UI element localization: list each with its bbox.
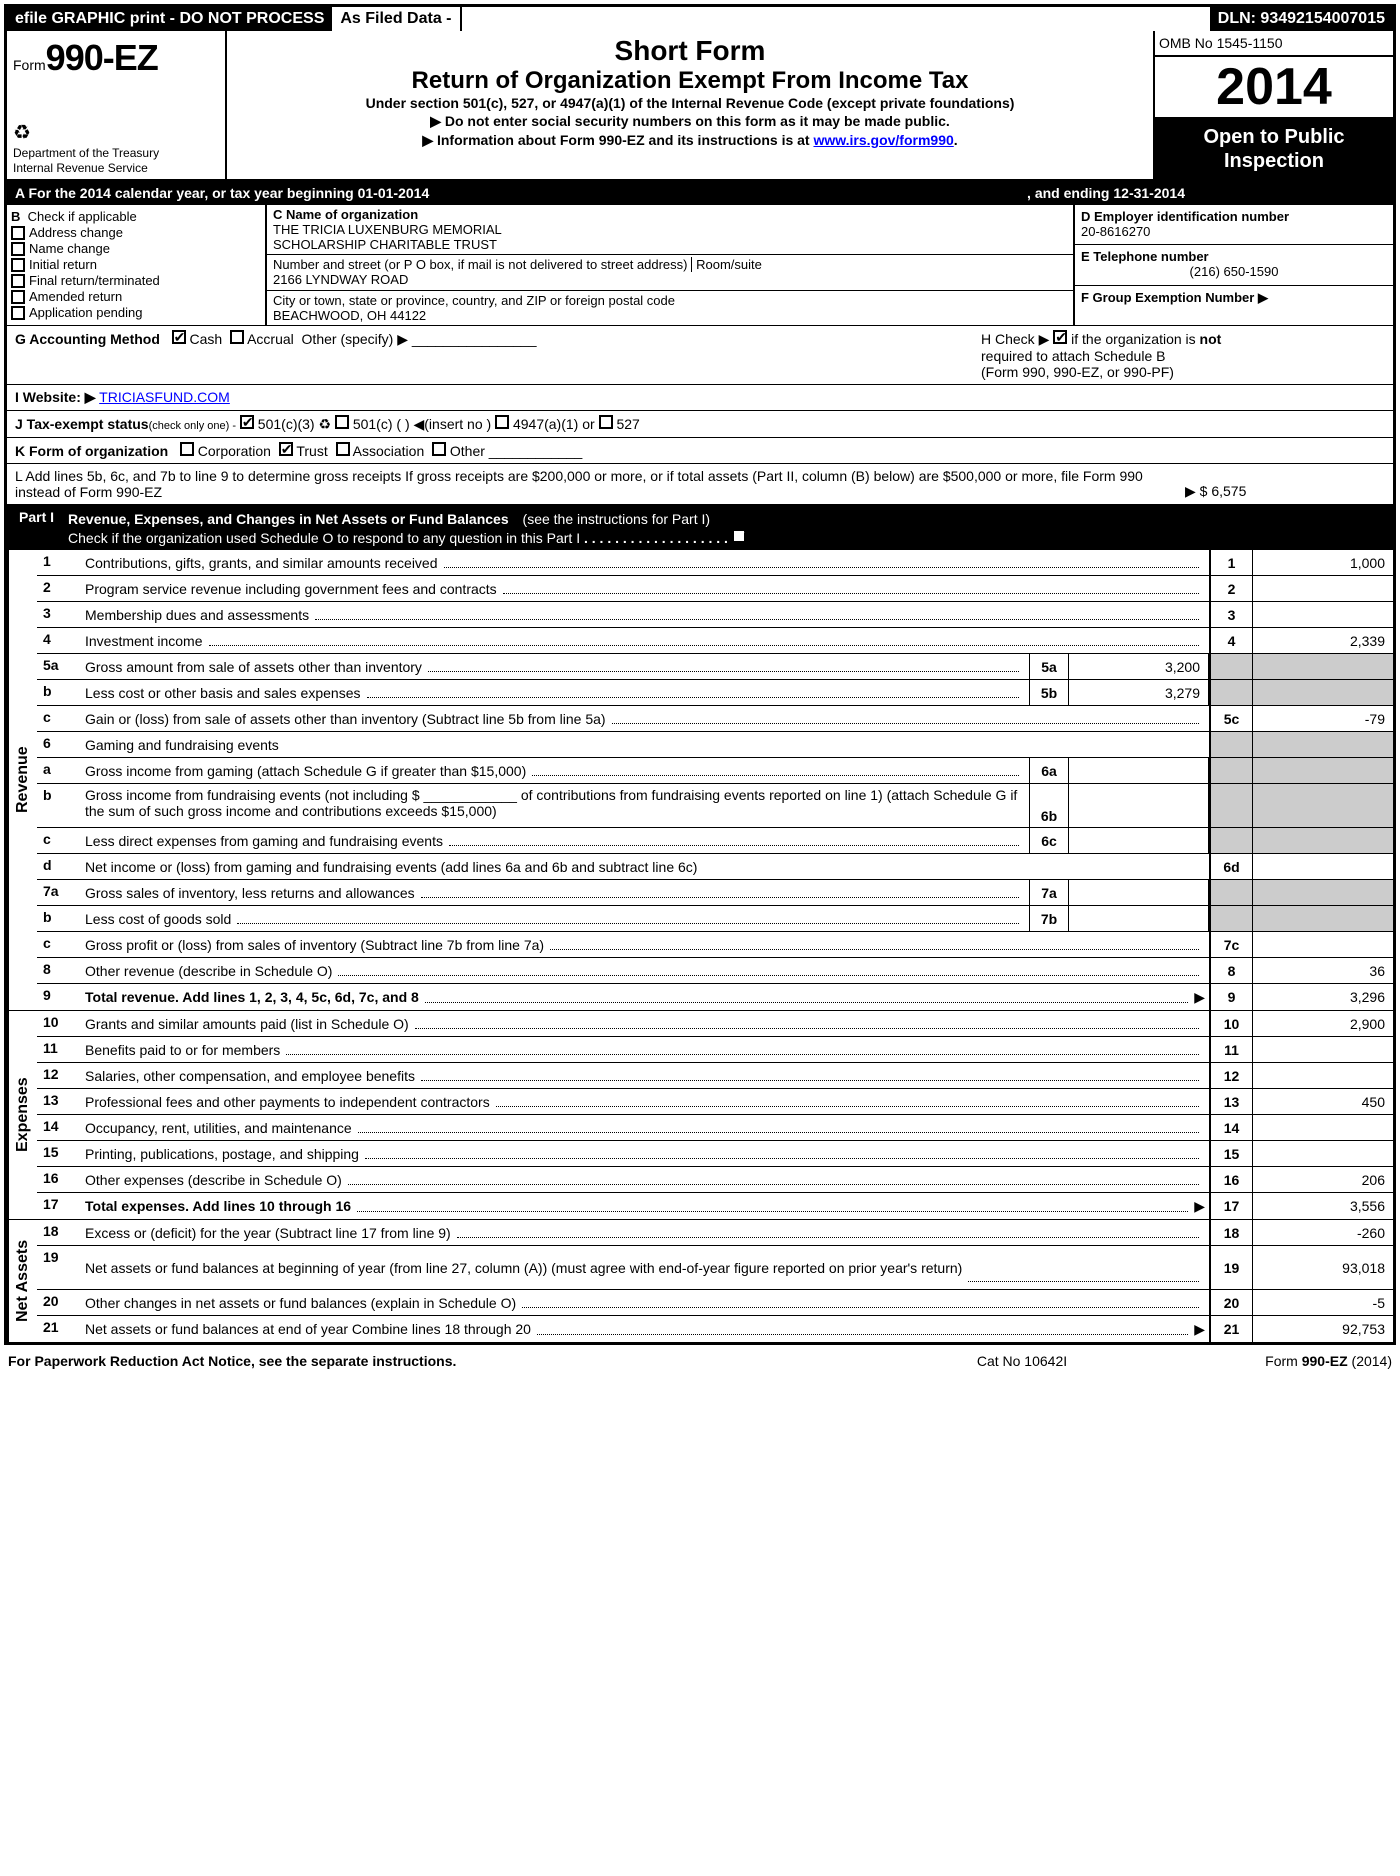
line-4-value: 2,339 xyxy=(1253,628,1393,653)
line-15-value xyxy=(1253,1141,1393,1166)
line-13-value: 450 xyxy=(1253,1089,1393,1114)
line-3-value xyxy=(1253,602,1393,627)
chk-initial-return[interactable]: Initial return xyxy=(11,257,261,272)
revenue-section: Revenue 1Contributions, gifts, grants, a… xyxy=(7,550,1393,1011)
expenses-section: Expenses 10Grants and similar amounts pa… xyxy=(7,1011,1393,1220)
top-bar: efile GRAPHIC print - DO NOT PROCESS As … xyxy=(7,7,1393,31)
line-19-value: 93,018 xyxy=(1253,1246,1393,1289)
line-5b-value: 3,279 xyxy=(1069,680,1209,705)
k-form-org: K Form of organization Corporation Trust… xyxy=(7,438,1393,464)
chk-527[interactable] xyxy=(599,415,613,429)
chk-trust[interactable] xyxy=(279,442,293,456)
chk-cash[interactable] xyxy=(172,330,186,344)
line-9-value: 3,296 xyxy=(1253,984,1393,1010)
return-title: Return of Organization Exempt From Incom… xyxy=(235,67,1145,95)
dln-label: DLN: 93492154007015 xyxy=(1210,7,1393,31)
line-6b-value xyxy=(1069,784,1209,827)
chk-h[interactable] xyxy=(1053,330,1067,344)
line-6d-value xyxy=(1253,854,1393,879)
c-city: City or town, state or province, country… xyxy=(267,291,1073,326)
dept-label: Department of the Treasury Internal Reve… xyxy=(13,146,159,175)
open-to-public: Open to Public Inspection xyxy=(1155,119,1393,179)
line-17-value: 3,556 xyxy=(1253,1193,1393,1219)
chk-accrual[interactable] xyxy=(230,330,244,344)
chk-amended-return[interactable]: Amended return xyxy=(11,289,261,304)
tax-year: 2014 xyxy=(1155,57,1393,119)
website-link[interactable]: TRICIASFUND.COM xyxy=(99,389,230,405)
g-accounting: G Accounting Method Cash Accrual Other (… xyxy=(7,326,973,384)
chk-application-pending[interactable]: Application pending xyxy=(11,305,261,320)
omb-number: OMB No 1545-1150 xyxy=(1155,31,1393,57)
cat-no: Cat No 10642I xyxy=(872,1353,1172,1369)
line-6c-value xyxy=(1069,828,1209,853)
chk-501c[interactable] xyxy=(335,415,349,429)
expenses-vlabel: Expenses xyxy=(7,1011,37,1219)
j-tax-exempt: J Tax-exempt status(check only one) - 50… xyxy=(7,411,1393,438)
chk-4947[interactable] xyxy=(495,415,509,429)
line-7b-value xyxy=(1069,906,1209,931)
line-14-value xyxy=(1253,1115,1393,1140)
header-right: OMB No 1545-1150 2014 Open to Public Ins… xyxy=(1153,31,1393,179)
chk-schedule-o[interactable] xyxy=(732,529,746,543)
line-11-value xyxy=(1253,1037,1393,1062)
section-b-to-f: B Check if applicable Address change Nam… xyxy=(7,205,1393,326)
c-name: C Name of organization THE TRICIA LUXENB… xyxy=(267,205,1073,255)
chk-final-return[interactable]: Final return/terminated xyxy=(11,273,261,288)
chk-assoc[interactable] xyxy=(336,442,350,456)
do-not-enter: ▶ Do not enter social security numbers o… xyxy=(235,113,1145,130)
d-ein: D Employer identification number 20-8616… xyxy=(1075,205,1393,245)
line-2-value xyxy=(1253,576,1393,601)
line-10-value: 2,900 xyxy=(1253,1011,1393,1036)
form-version: Form 990-EZ (2014) xyxy=(1172,1353,1392,1369)
page-footer: For Paperwork Reduction Act Notice, see … xyxy=(0,1349,1400,1373)
recycle-icon: ♻ xyxy=(13,120,31,145)
revenue-vlabel: Revenue xyxy=(7,550,37,1010)
netassets-section: Net Assets 18Excess or (deficit) for the… xyxy=(7,1220,1393,1342)
efile-label: efile GRAPHIC print - DO NOT PROCESS xyxy=(7,7,332,31)
c-street: Number and street (or P O box, if mail i… xyxy=(267,255,1073,291)
part-1-header: Part I Revenue, Expenses, and Changes in… xyxy=(7,505,1393,550)
irs-link[interactable]: www.irs.gov/form990 xyxy=(813,132,953,148)
line-16-value: 206 xyxy=(1253,1167,1393,1192)
e-telephone: E Telephone number (216) 650-1590 xyxy=(1075,245,1393,285)
line-1-value: 1,000 xyxy=(1253,550,1393,575)
line-5a-value: 3,200 xyxy=(1069,654,1209,679)
line-18-value: -260 xyxy=(1253,1220,1393,1245)
form-header: Form990-EZ ♻ Department of the Treasury … xyxy=(7,31,1393,182)
line-7c-value xyxy=(1253,932,1393,957)
line-5c-value: -79 xyxy=(1253,706,1393,731)
col-b: B Check if applicable Address change Nam… xyxy=(7,205,267,325)
paperwork-notice: For Paperwork Reduction Act Notice, see … xyxy=(8,1353,872,1369)
chk-name-change[interactable]: Name change xyxy=(11,241,261,256)
header-mid: Short Form Return of Organization Exempt… xyxy=(227,31,1153,179)
chk-corp[interactable] xyxy=(180,442,194,456)
f-group-exemption: F Group Exemption Number ▶ xyxy=(1075,286,1393,325)
line-20-value: -5 xyxy=(1253,1290,1393,1315)
line-8-value: 36 xyxy=(1253,958,1393,983)
line-6a-value xyxy=(1069,758,1209,783)
g-h-row: G Accounting Method Cash Accrual Other (… xyxy=(7,326,1393,385)
l-gross-receipts: L Add lines 5b, 6c, and 7b to line 9 to … xyxy=(7,464,1393,505)
asfiled-label: As Filed Data - xyxy=(332,7,461,31)
line-12-value xyxy=(1253,1063,1393,1088)
short-form-title: Short Form xyxy=(235,35,1145,67)
h-check: H Check ▶ if the organization is not req… xyxy=(973,326,1393,384)
col-c: C Name of organization THE TRICIA LUXENB… xyxy=(267,205,1073,325)
header-left: Form990-EZ ♻ Department of the Treasury … xyxy=(7,31,227,179)
chk-address-change[interactable]: Address change xyxy=(11,225,261,240)
netassets-vlabel: Net Assets xyxy=(7,1220,37,1342)
i-website: I Website: ▶ TRICIASFUND.COM xyxy=(7,385,1393,411)
line-7a-value xyxy=(1069,880,1209,905)
form-990ez: efile GRAPHIC print - DO NOT PROCESS As … xyxy=(4,4,1396,1345)
line-21-value: 92,753 xyxy=(1253,1316,1393,1342)
row-a: A For the 2014 calendar year, or tax yea… xyxy=(7,182,1393,205)
chk-other-org[interactable] xyxy=(432,442,446,456)
chk-501c3[interactable] xyxy=(240,415,254,429)
col-d-e-f: D Employer identification number 20-8616… xyxy=(1073,205,1393,325)
info-link-row: ▶ Information about Form 990-EZ and its … xyxy=(235,132,1145,149)
under-section: Under section 501(c), 527, or 4947(a)(1)… xyxy=(235,95,1145,111)
form-number: Form990-EZ xyxy=(13,37,219,79)
